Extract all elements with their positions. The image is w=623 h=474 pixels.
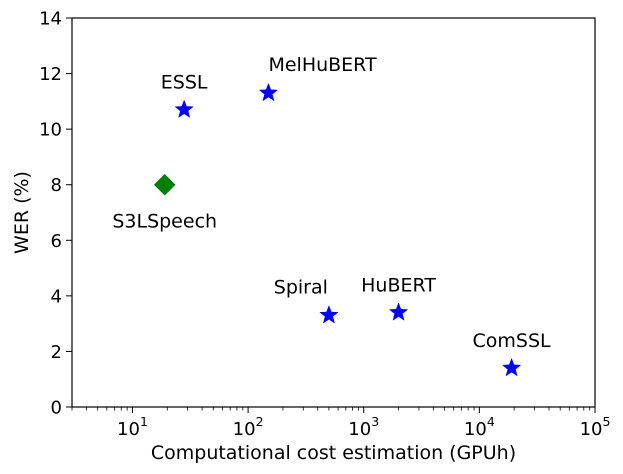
star-marker-essl	[174, 99, 194, 118]
y-tick-label: 4	[51, 286, 62, 307]
x-tick-label: 104	[464, 414, 495, 440]
diamond-marker-s3lspeech	[153, 173, 176, 196]
point-label-s3lspeech: S3LSpeech	[112, 211, 217, 233]
point-label-comssl: ComSSL	[473, 330, 552, 352]
point-label-essl: ESSL	[161, 72, 208, 94]
star-marker-spiral	[319, 305, 339, 324]
x-tick-label: 102	[233, 414, 264, 440]
data-points	[153, 82, 522, 377]
x-axis-ticks: 101 102 103 104 105	[117, 407, 610, 440]
x-axis-label: Computational cost estimation (GPUh)	[151, 442, 516, 464]
y-tick-label: 0	[51, 398, 62, 419]
point-label-melhubert: MelHuBERT	[268, 54, 377, 76]
y-tick-label: 10	[39, 120, 62, 141]
y-axis-label: WER (%)	[11, 171, 33, 254]
y-tick-label: 8	[51, 175, 62, 196]
star-marker-melhubert	[258, 82, 279, 102]
point-label-spiral: Spiral	[274, 276, 328, 298]
point-label-hubert: HuBERT	[361, 275, 436, 297]
x-tick-label: 105	[580, 414, 611, 440]
y-tick-label: 6	[51, 231, 62, 252]
y-axis-ticks: 0 2 4 6 8 10 12 14	[39, 9, 72, 419]
x-tick-label: 103	[348, 414, 379, 440]
plot-area-frame	[71, 17, 596, 408]
y-tick-label: 14	[39, 9, 62, 30]
star-marker-hubert	[388, 302, 409, 321]
data-point-labels: ESSL MelHuBERT S3LSpeech Spiral HuBERT ComSSL	[112, 54, 551, 352]
y-tick-label: 12	[39, 64, 62, 85]
star-marker-comssl	[501, 357, 522, 377]
x-tick-label: 101	[117, 414, 148, 440]
y-tick-label: 2	[51, 342, 62, 363]
